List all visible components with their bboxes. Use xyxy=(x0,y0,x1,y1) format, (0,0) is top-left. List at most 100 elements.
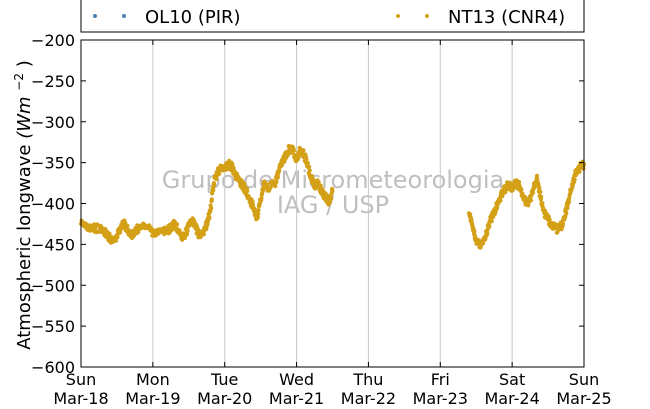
x-tick-label-day: Sun xyxy=(569,370,599,389)
data-point xyxy=(565,205,570,211)
data-point xyxy=(468,212,473,217)
data-point xyxy=(175,222,180,227)
data-point xyxy=(256,208,261,213)
data-point xyxy=(330,189,335,194)
data-point xyxy=(564,211,569,216)
x-tick-label-date: Mar-25 xyxy=(556,389,611,408)
data-point xyxy=(245,189,250,194)
x-tick-label-date: Mar-19 xyxy=(125,389,180,408)
watermark-line-2: IAG / USP xyxy=(277,191,389,219)
x-tick-label-day: Sun xyxy=(66,370,96,389)
data-points xyxy=(78,143,587,250)
data-point xyxy=(212,183,217,188)
data-point xyxy=(318,183,323,188)
data-point xyxy=(301,148,306,153)
x-tick-label-day: Fri xyxy=(431,370,450,389)
data-point xyxy=(485,231,490,236)
data-point xyxy=(259,195,264,201)
data-point xyxy=(481,241,486,246)
data-point xyxy=(570,183,576,188)
data-point xyxy=(113,238,119,243)
data-point xyxy=(182,235,187,240)
data-point xyxy=(538,189,543,194)
data-point xyxy=(526,203,531,208)
x-tick-label-day: Tue xyxy=(210,370,238,389)
data-point xyxy=(537,185,542,191)
data-point xyxy=(256,211,261,216)
data-point xyxy=(534,173,540,178)
legend: OL10 (PIR) NT13 (CNR4) xyxy=(80,0,585,33)
legend-marker-ol10 xyxy=(93,14,97,18)
data-point xyxy=(305,160,310,166)
y-tick-label: −450 xyxy=(31,235,75,254)
data-point xyxy=(478,245,483,250)
y-tick-label: −300 xyxy=(31,113,75,132)
x-tick-label-day: Wed xyxy=(279,370,314,389)
data-point xyxy=(268,185,273,190)
data-point xyxy=(217,171,222,176)
y-tick-label: −500 xyxy=(31,276,75,295)
data-point xyxy=(495,205,500,210)
data-point xyxy=(255,215,260,220)
x-tick-label-date: Mar-23 xyxy=(413,389,468,408)
data-point xyxy=(208,209,213,214)
x-tick-label-day: Mon xyxy=(136,370,170,389)
data-point xyxy=(274,179,279,184)
data-point xyxy=(539,194,544,199)
data-point xyxy=(547,217,552,222)
data-point xyxy=(196,227,201,232)
data-point xyxy=(327,200,332,205)
y-tick-label: −200 xyxy=(31,31,75,50)
data-point xyxy=(304,157,309,162)
data-point xyxy=(498,198,503,203)
data-point xyxy=(201,232,206,237)
data-point xyxy=(125,223,130,228)
data-point xyxy=(472,229,477,234)
data-point xyxy=(207,215,212,220)
legend-label-nt13: NT13 (CNR4) xyxy=(448,7,565,28)
data-point xyxy=(540,201,545,206)
data-point xyxy=(519,187,524,192)
x-tick-label-day: Thu xyxy=(352,370,383,389)
data-point xyxy=(566,199,572,204)
y-tick-label: −250 xyxy=(31,72,75,91)
legend-label-ol10: OL10 (PIR) xyxy=(145,7,241,28)
legend-marker-ol10 xyxy=(122,14,126,18)
data-point xyxy=(531,190,536,195)
data-point xyxy=(522,194,528,199)
data-point xyxy=(291,148,296,153)
data-point xyxy=(516,179,522,185)
data-point xyxy=(528,198,534,203)
y-axis: −200 −250 −300 −350 −400 −450 −500 −550 −600 xyxy=(31,31,584,377)
data-point xyxy=(307,168,312,173)
data-point xyxy=(572,177,577,182)
x-axis: SunMar-18MonMar-19TueMar-20WedMar-21ThuM… xyxy=(53,40,612,408)
data-point xyxy=(307,164,312,169)
legend-box xyxy=(80,0,585,33)
data-point xyxy=(487,224,492,229)
data-point xyxy=(214,176,219,182)
x-tick-label-date: Mar-18 xyxy=(53,389,108,408)
y-tick-label: −550 xyxy=(31,317,75,336)
legend-marker-nt13 xyxy=(396,14,400,18)
y-tick-label: −400 xyxy=(31,195,75,214)
data-point xyxy=(316,180,321,185)
data-point xyxy=(275,173,281,179)
data-point xyxy=(277,168,282,173)
x-tick-label-date: Mar-24 xyxy=(484,389,539,408)
x-grid xyxy=(152,40,513,367)
x-tick-label-day: Sat xyxy=(499,370,525,389)
data-point xyxy=(577,169,582,174)
data-point xyxy=(115,235,120,240)
data-point xyxy=(136,230,141,235)
data-point xyxy=(560,221,566,226)
x-tick-label-date: Mar-20 xyxy=(197,389,252,408)
y-axis-label: Atmospheric longwave (Wm −2 ) xyxy=(7,60,35,350)
y-tick-label: −350 xyxy=(31,154,75,173)
data-point xyxy=(273,184,278,189)
data-point xyxy=(211,188,216,193)
legend-marker-nt13 xyxy=(425,14,429,18)
x-tick-label-date: Mar-21 xyxy=(269,389,324,408)
y-tick-label: −600 xyxy=(31,358,75,377)
